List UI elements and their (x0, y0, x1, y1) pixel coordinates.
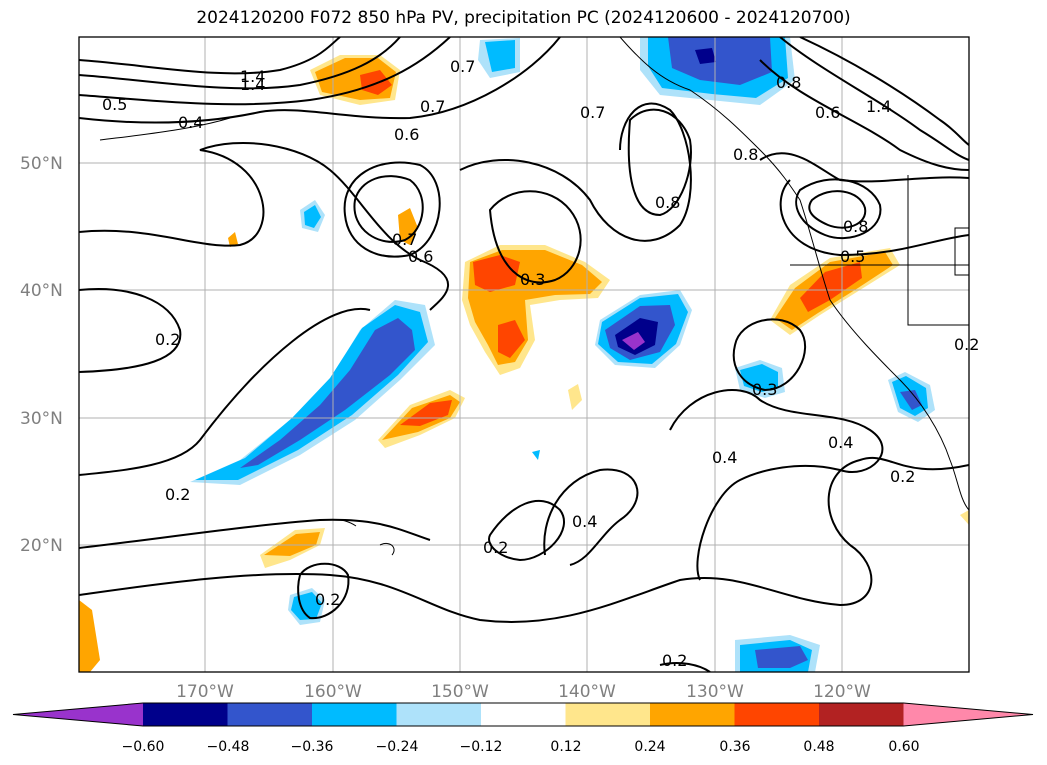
contour-label: 0.3 (752, 380, 777, 399)
contour-label: 1.4 (866, 97, 891, 116)
contour-label: 0.6 (394, 125, 419, 144)
contour-label: 1.4 (240, 75, 265, 94)
colorbar-extend-right (903, 703, 1033, 726)
colorbar-tick-label: 0.24 (634, 739, 665, 755)
map-frame (78, 36, 970, 673)
lon-label-120w: 120°W (813, 682, 871, 702)
colorbar-tick-label: −0.48 (207, 739, 250, 755)
contour-label: 0.4 (178, 113, 203, 132)
contour-label: 0.8 (655, 193, 680, 212)
colorbar-outline (12, 702, 1034, 727)
contour-label: 0.7 (450, 57, 475, 76)
lat-label-50n: 50°N (20, 154, 63, 174)
colorbar-segment (481, 703, 566, 726)
colorbar-segment (143, 703, 228, 726)
colorbar-segment (396, 703, 482, 726)
contour-label: 0.6 (815, 103, 840, 122)
contour-label: 0.2 (954, 335, 979, 354)
contour-label: 0.4 (828, 433, 853, 452)
colorbar-tick-label: 0.60 (888, 739, 919, 755)
contour-label: 0.2 (890, 467, 915, 486)
colorbar-tick-label: 0.36 (719, 739, 750, 755)
lon-label-160w: 160°W (304, 682, 362, 702)
colorbar-tick-label: −0.36 (291, 739, 334, 755)
contour-labels: 1.4 0.5 0.4 0.6 0.7 0.7 0.8 0.7 0.6 0.3 … (102, 57, 979, 670)
lon-label-170w: 170°W (176, 682, 234, 702)
contour-label: 0.3 (520, 270, 545, 289)
contour-label: 0.8 (843, 217, 868, 236)
colorbar-tick-labels: −0.60 −0.48 −0.36 −0.24 −0.12 0.12 0.24 … (122, 739, 920, 755)
contour-label: 0.8 (776, 73, 801, 92)
colorbar-tick-label: 0.48 (803, 739, 834, 755)
precipitation-shading (79, 37, 969, 672)
graticule (79, 37, 969, 672)
contour-label: 0.6 (408, 247, 433, 266)
contour-label: 0.2 (155, 330, 180, 349)
contour-label: 1.4 (240, 67, 265, 86)
contour-label: 0.2 (662, 651, 687, 670)
lat-label-20n: 20°N (20, 536, 63, 556)
lon-label-140w: 140°W (558, 682, 616, 702)
colorbar (12, 702, 1034, 727)
colorbar-segment (734, 703, 820, 726)
lat-label-40n: 40°N (20, 281, 63, 301)
colorbar-tick-label: −0.12 (460, 739, 503, 755)
colorbar-segment (227, 703, 313, 726)
contour-label: 0.8 (733, 145, 758, 164)
contour-label: 0.4 (712, 448, 737, 467)
contour-label: 0.5 (102, 95, 127, 114)
contour-label: 0.4 (572, 512, 597, 531)
contour-label: 0.7 (580, 103, 605, 122)
colorbar-extend-left (13, 703, 143, 726)
contour-label: 0.2 (165, 485, 190, 504)
coastlines (99, 37, 969, 556)
latitude-labels: 50°N 40°N 30°N 20°N (20, 154, 63, 556)
longitude-labels: 170°W 160°W 150°W 140°W 130°W 120°W (176, 682, 871, 702)
map-title: 2024120200 F072 850 hPa PV, precipitatio… (196, 8, 851, 28)
colorbar-segment (650, 703, 735, 726)
contour-label: 0.5 (840, 247, 865, 266)
colorbar-tick-label: −0.60 (122, 739, 165, 755)
colorbar-tick-label: −0.24 (376, 739, 419, 755)
lon-label-130w: 130°W (686, 682, 744, 702)
contour-label: 0.7 (420, 97, 445, 116)
colorbar-segment (565, 703, 651, 726)
colorbar-tick-label: 0.12 (550, 739, 581, 755)
colorbar-segment (819, 703, 904, 726)
pv-contours (79, 37, 969, 672)
contour-label: 0.2 (315, 590, 340, 609)
contour-label: 0.2 (483, 538, 508, 557)
lat-label-30n: 30°N (20, 409, 63, 429)
contour-label: 0.7 (392, 230, 417, 249)
colorbar-segment (312, 703, 397, 726)
lon-label-150w: 150°W (431, 682, 489, 702)
